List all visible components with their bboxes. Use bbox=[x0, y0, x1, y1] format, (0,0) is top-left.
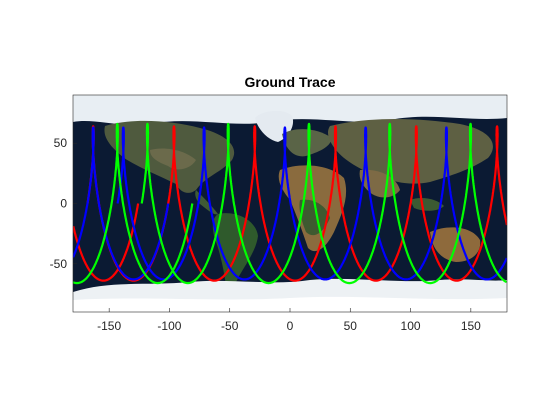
x-axis: -150 -100 -50 0 50 100 150 bbox=[97, 308, 481, 333]
x-tick-label: -100 bbox=[157, 319, 181, 333]
x-tick-label: 50 bbox=[344, 319, 358, 333]
x-tick-label: 100 bbox=[401, 319, 421, 333]
x-tick-label: -50 bbox=[221, 319, 239, 333]
x-tick-label: 0 bbox=[287, 319, 294, 333]
earth-map-image bbox=[73, 95, 507, 312]
x-tick-label: -150 bbox=[97, 319, 121, 333]
ground-track-line bbox=[73, 122, 194, 285]
plot-area bbox=[73, 95, 507, 312]
y-tick-label: 0 bbox=[60, 197, 67, 211]
x-tick-label: 150 bbox=[461, 319, 481, 333]
ground-tracks bbox=[73, 122, 507, 285]
y-axis: -50 0 50 bbox=[50, 136, 77, 271]
ground-track-line bbox=[140, 122, 507, 285]
chart-title: Ground Trace bbox=[244, 74, 335, 90]
y-tick-label: 50 bbox=[54, 136, 68, 150]
y-tick-label: -50 bbox=[50, 257, 68, 271]
